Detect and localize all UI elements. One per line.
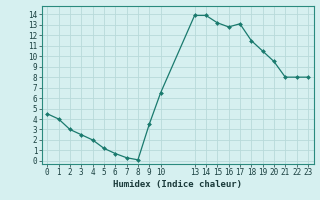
X-axis label: Humidex (Indice chaleur): Humidex (Indice chaleur) (113, 180, 242, 189)
